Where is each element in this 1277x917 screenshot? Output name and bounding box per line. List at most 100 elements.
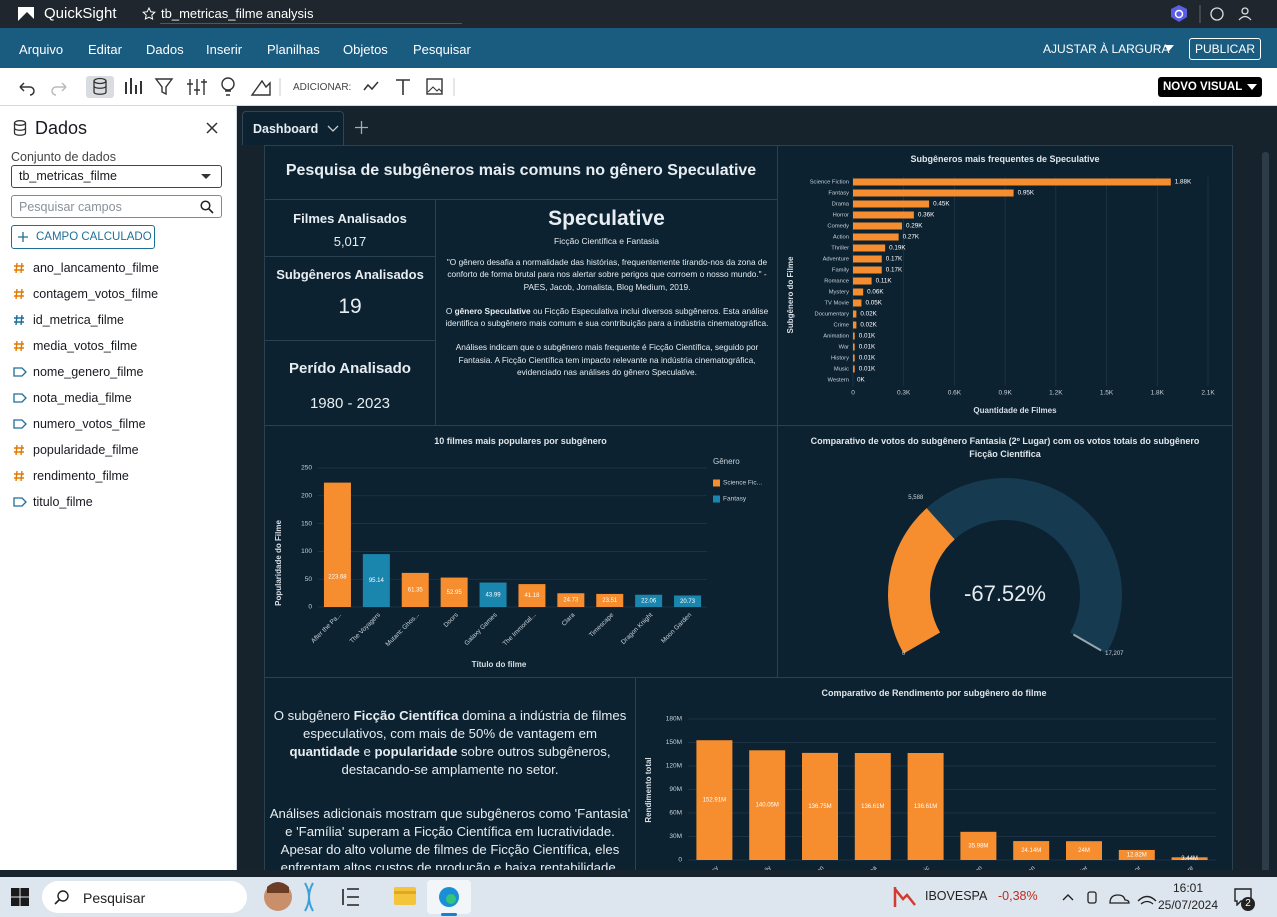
x-tick-label: After the Pa...: [310, 612, 343, 645]
fit-width[interactable]: AJUSTAR À LARGURA: [1043, 42, 1170, 56]
x-tick-label: The Voyagers: [349, 611, 383, 645]
menu-item[interactable]: Pesquisar: [413, 42, 471, 57]
data-label: 52.95: [447, 590, 463, 596]
y-axis-title: Rendimento total: [644, 757, 653, 822]
legend-title: Gênero: [713, 457, 740, 466]
bar: [1171, 857, 1208, 860]
top-icons[interactable]: [1169, 4, 1259, 24]
analysis-name[interactable]: tb_metricas_filme analysis: [161, 6, 314, 21]
bar: [696, 740, 733, 860]
data-label: 3.44M: [1181, 856, 1198, 862]
text-run: ou Ficção Especulativa inclui diversos s…: [445, 305, 769, 329]
dashboard-title: Pesquisa de subgêneros mais comuns no gê…: [285, 162, 757, 179]
taskbar-apps[interactable]: [255, 877, 485, 917]
bar: [674, 595, 702, 607]
bar: [853, 332, 855, 340]
kpi-value: 19: [338, 295, 362, 318]
data-label: 0.02K: [860, 311, 877, 318]
gauge-value-label: 5,588: [908, 495, 924, 501]
x-tick-label: 0: [851, 390, 855, 397]
search-icon: [54, 890, 69, 905]
data-label: 0.01K: [859, 344, 876, 351]
x-tick-label: Family: [754, 864, 773, 870]
toolbar-icons[interactable]: [14, 76, 464, 98]
data-label: 41.18: [524, 593, 540, 599]
data-label: 22.06: [641, 598, 657, 604]
chevron: [327, 125, 339, 132]
text-run: O subgênero: [273, 708, 354, 723]
field-name: media_votos_filme: [33, 339, 138, 353]
y-tick-label: Comedy: [827, 224, 849, 230]
taskbar-search[interactable]: Pesquisar: [42, 881, 247, 913]
text-run: domina a indústria de filmes especulativ…: [303, 708, 627, 741]
y-tick-label: Science Fiction: [810, 180, 849, 186]
bar: [323, 482, 351, 607]
clock-date: 25/07/2024: [1157, 898, 1219, 912]
y-tick-label: 0: [308, 604, 312, 611]
bar: [853, 277, 872, 285]
data-label: 0K: [857, 377, 866, 384]
data-label: 43.99: [486, 592, 502, 598]
sheet-tab[interactable]: Dashboard: [242, 111, 344, 145]
gauge-value: [888, 508, 955, 654]
y-tick-label: Mystery: [829, 290, 849, 296]
bar: [853, 211, 914, 219]
y-tick-label: 250: [301, 465, 312, 472]
data-label: 20.73: [680, 599, 696, 605]
bar: [853, 321, 857, 329]
star-icon[interactable]: [142, 7, 156, 21]
kpi-value: 1980 - 2023: [309, 395, 391, 412]
menu-item[interactable]: Objetos: [343, 42, 388, 57]
kpi-value: 5,017: [333, 234, 367, 249]
menu-item[interactable]: Dados: [146, 42, 184, 57]
bar: [853, 200, 930, 208]
close-icon[interactable]: [206, 122, 218, 134]
stock-icon: [893, 887, 916, 907]
text-run: "O gênero desafia a normalidade das hist…: [446, 257, 768, 292]
data-label: 12.82M: [1127, 853, 1147, 859]
x-tick-label: 1.5K: [1100, 390, 1114, 397]
search-fields[interactable]: Pesquisar campos: [11, 195, 222, 218]
charts: 0 0.3K 0.6K 0.9K 1.2K 1.5K 1.8K 2.1K Science Fic…: [274, 177, 1216, 870]
toolbar: ADICIONAR: NOVO VISUAL: [0, 68, 1277, 106]
y-tick-label: Music: [834, 367, 849, 373]
bar: [853, 288, 864, 296]
scrollbar[interactable]: [1262, 152, 1269, 870]
menu-item[interactable]: Arquivo: [19, 42, 64, 57]
x-tick-label: Music: [914, 864, 931, 870]
field-icon: [13, 419, 27, 429]
y-tick-label: Horror: [833, 213, 849, 219]
new-visual-button[interactable]: NOVO VISUAL: [1158, 77, 1262, 97]
menu-item[interactable]: Editar: [88, 42, 122, 57]
y-tick-label: 90M: [669, 786, 682, 793]
x-tick-label: Animation: [959, 864, 985, 870]
data-label: 1.88K: [1175, 179, 1192, 186]
add-sheet[interactable]: [355, 121, 368, 134]
y-tick-label: 30M: [669, 833, 682, 840]
publish-button[interactable]: PUBLICAR: [1189, 38, 1261, 60]
data-label: 0.45K: [933, 201, 950, 208]
windows-logo[interactable]: [11, 888, 29, 906]
notification-icon[interactable]: [1234, 888, 1252, 906]
calculated-field-button[interactable]: CAMPO CALCULADO: [11, 225, 155, 249]
bar: [518, 584, 546, 607]
menu-item[interactable]: Planilhas: [267, 42, 320, 57]
data-label: 95.14: [369, 578, 385, 584]
bar: [1118, 849, 1155, 860]
dataset-select[interactable]: tb_metricas_filme: [11, 165, 222, 188]
data-label: 0.36K: [918, 212, 935, 219]
tray-icons[interactable]: [1058, 887, 1158, 907]
bold-run: gênero Speculative: [454, 305, 531, 316]
canvas: Dashboard 0 0.3K 0.6K 0.9K 1.2K 1.5K 1.8K 2.1K S…: [237, 106, 1277, 870]
menu-item[interactable]: Inserir: [206, 42, 243, 57]
y-tick-label: TV Movie: [825, 301, 849, 307]
kpi-label: Subgêneros Analisados: [276, 267, 424, 282]
genre-subtitle: Ficção Científica e Fantasia: [554, 236, 659, 246]
bar: [853, 189, 1014, 197]
y-tick-label: 200: [301, 493, 312, 500]
y-tick-label: 100: [301, 548, 312, 555]
sheet-tab-label: Dashboard: [253, 122, 319, 136]
x-tick-label: Action: [1019, 864, 1037, 870]
x-axis-title: Quantidade de Filmes: [973, 406, 1057, 415]
